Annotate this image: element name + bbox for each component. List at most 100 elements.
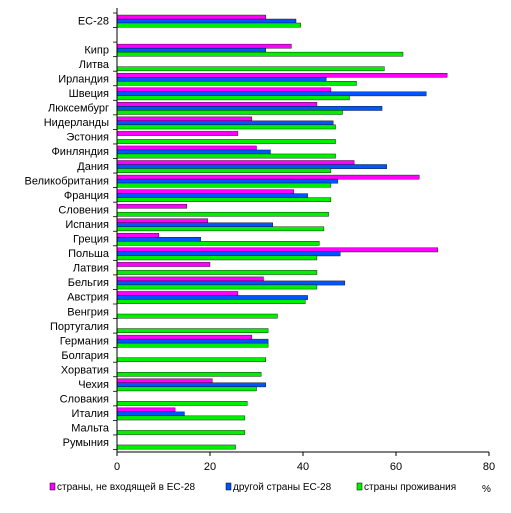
bar-s2-c0 [116, 22, 301, 28]
bar-s1-c10 [116, 164, 387, 169]
bar-s0-c5 [116, 87, 332, 93]
bar-s2-c8 [116, 139, 336, 144]
bar-s0-c8 [116, 131, 239, 136]
bar-s2-c29 [116, 444, 236, 450]
x-tick-label: 80 [483, 461, 495, 473]
bar-s1-c14 [116, 222, 273, 228]
legend-swatch-s1 [225, 482, 232, 491]
category-label: Словения [58, 204, 109, 216]
category-label: Венгрия [67, 306, 109, 318]
bar-s2-c28 [116, 430, 246, 435]
category-label: Хорватия [61, 364, 109, 376]
bar-s1-c4 [116, 76, 327, 82]
bar-s1-c0 [116, 18, 297, 24]
category-label: Испания [65, 219, 109, 231]
bar-s2-c4 [116, 80, 357, 86]
category-label: Дания [77, 161, 109, 173]
bar-s2-c3 [116, 66, 385, 72]
category-label: Болгария [61, 350, 109, 362]
category-label: Латвия [73, 263, 109, 275]
category-label: Польша [68, 248, 110, 260]
category-label: Нидерланды [44, 117, 109, 129]
bar-s1-c6 [116, 106, 383, 111]
bar-s1-c2 [116, 47, 267, 53]
bar-s2-c15 [116, 241, 320, 246]
bar-s2-c11 [116, 182, 332, 188]
category-label: Финляндия [51, 146, 109, 158]
category-label: Австрия [67, 292, 109, 304]
bar-s0-c6 [116, 102, 318, 107]
category-label: Германия [60, 335, 109, 347]
bar-s2-c12 [116, 197, 332, 203]
category-label: Греция [73, 234, 109, 246]
x-tick-label: 40 [297, 461, 309, 473]
bar-s0-c22 [116, 334, 253, 340]
bar-s2-c7 [116, 124, 336, 130]
bar-s0-c14 [116, 218, 208, 224]
bar-s0-c18 [116, 276, 264, 282]
bar-s2-c13 [116, 211, 329, 217]
bar-s0-c27 [116, 407, 176, 413]
bar-s2-c16 [116, 255, 318, 261]
category-label: Швеция [69, 88, 109, 100]
category-label: Кипр [84, 44, 109, 56]
bar-s2-c23 [116, 357, 267, 363]
bar-s1-c12 [116, 193, 308, 199]
bar-s0-c17 [116, 262, 211, 267]
bar-s0-c11 [116, 174, 420, 180]
bar-s2-c26 [116, 401, 248, 406]
bar-s1-c27 [116, 411, 185, 417]
category-label: Ирландия [58, 73, 109, 85]
bar-s2-c19 [116, 299, 306, 304]
bar-s0-c12 [116, 189, 294, 195]
bar-s1-c7 [116, 120, 334, 126]
legend: страны, не входящей в ЕС-28 другой страны… [49, 482, 491, 495]
bar-s0-c15 [116, 233, 160, 238]
bar-s0-c2 [116, 43, 292, 49]
category-label: Италия [72, 408, 110, 420]
bar-s0-c13 [116, 203, 187, 209]
bar-s2-c6 [116, 110, 343, 115]
legend-swatch-s0 [49, 482, 56, 491]
legend-label-s2: страны проживания [364, 482, 456, 493]
category-label: Люксембург [48, 103, 109, 115]
bar-s2-c25 [116, 386, 257, 392]
bar-s1-c9 [116, 149, 271, 155]
category-label: Португалия [50, 321, 109, 333]
category-label: Румыния [63, 437, 109, 449]
bar-s2-c9 [116, 153, 336, 159]
bar-s2-c21 [116, 328, 269, 333]
x-unit-label: % [482, 484, 491, 495]
bar-s0-c0 [116, 14, 267, 20]
x-tick-label: 20 [204, 461, 216, 473]
bar-s1-c5 [116, 91, 427, 97]
bars-layer [116, 14, 448, 450]
bar-s1-c19 [116, 295, 308, 300]
bar-s1-c25 [116, 382, 267, 388]
bar-s2-c5 [116, 95, 350, 101]
category-label: Великобритания [25, 175, 110, 187]
bar-s1-c18 [116, 280, 346, 286]
category-label: Литва [79, 59, 110, 71]
bar-s2-c10 [116, 168, 332, 173]
legend-label-s1: другой страны ЕС-28 [233, 482, 332, 493]
bar-s2-c20 [116, 313, 278, 319]
bar-s1-c11 [116, 178, 339, 184]
bar-s0-c7 [116, 116, 253, 122]
bar-s2-c18 [116, 284, 318, 290]
x-tick-label: 0 [114, 461, 120, 473]
axes-layer [113, 8, 490, 456]
bar-s0-c10 [116, 160, 355, 165]
bar-s2-c27 [116, 415, 246, 421]
bar-s0-c19 [116, 291, 239, 296]
bar-s2-c2 [116, 51, 404, 57]
category-label: Бельгия [68, 277, 109, 289]
category-label: EC-28 [78, 15, 109, 27]
category-label: Словакия [60, 394, 109, 406]
category-label: Эстония [66, 132, 109, 144]
bar-s0-c25 [116, 378, 213, 384]
bar-s2-c22 [116, 342, 269, 348]
bar-s0-c16 [116, 247, 439, 253]
